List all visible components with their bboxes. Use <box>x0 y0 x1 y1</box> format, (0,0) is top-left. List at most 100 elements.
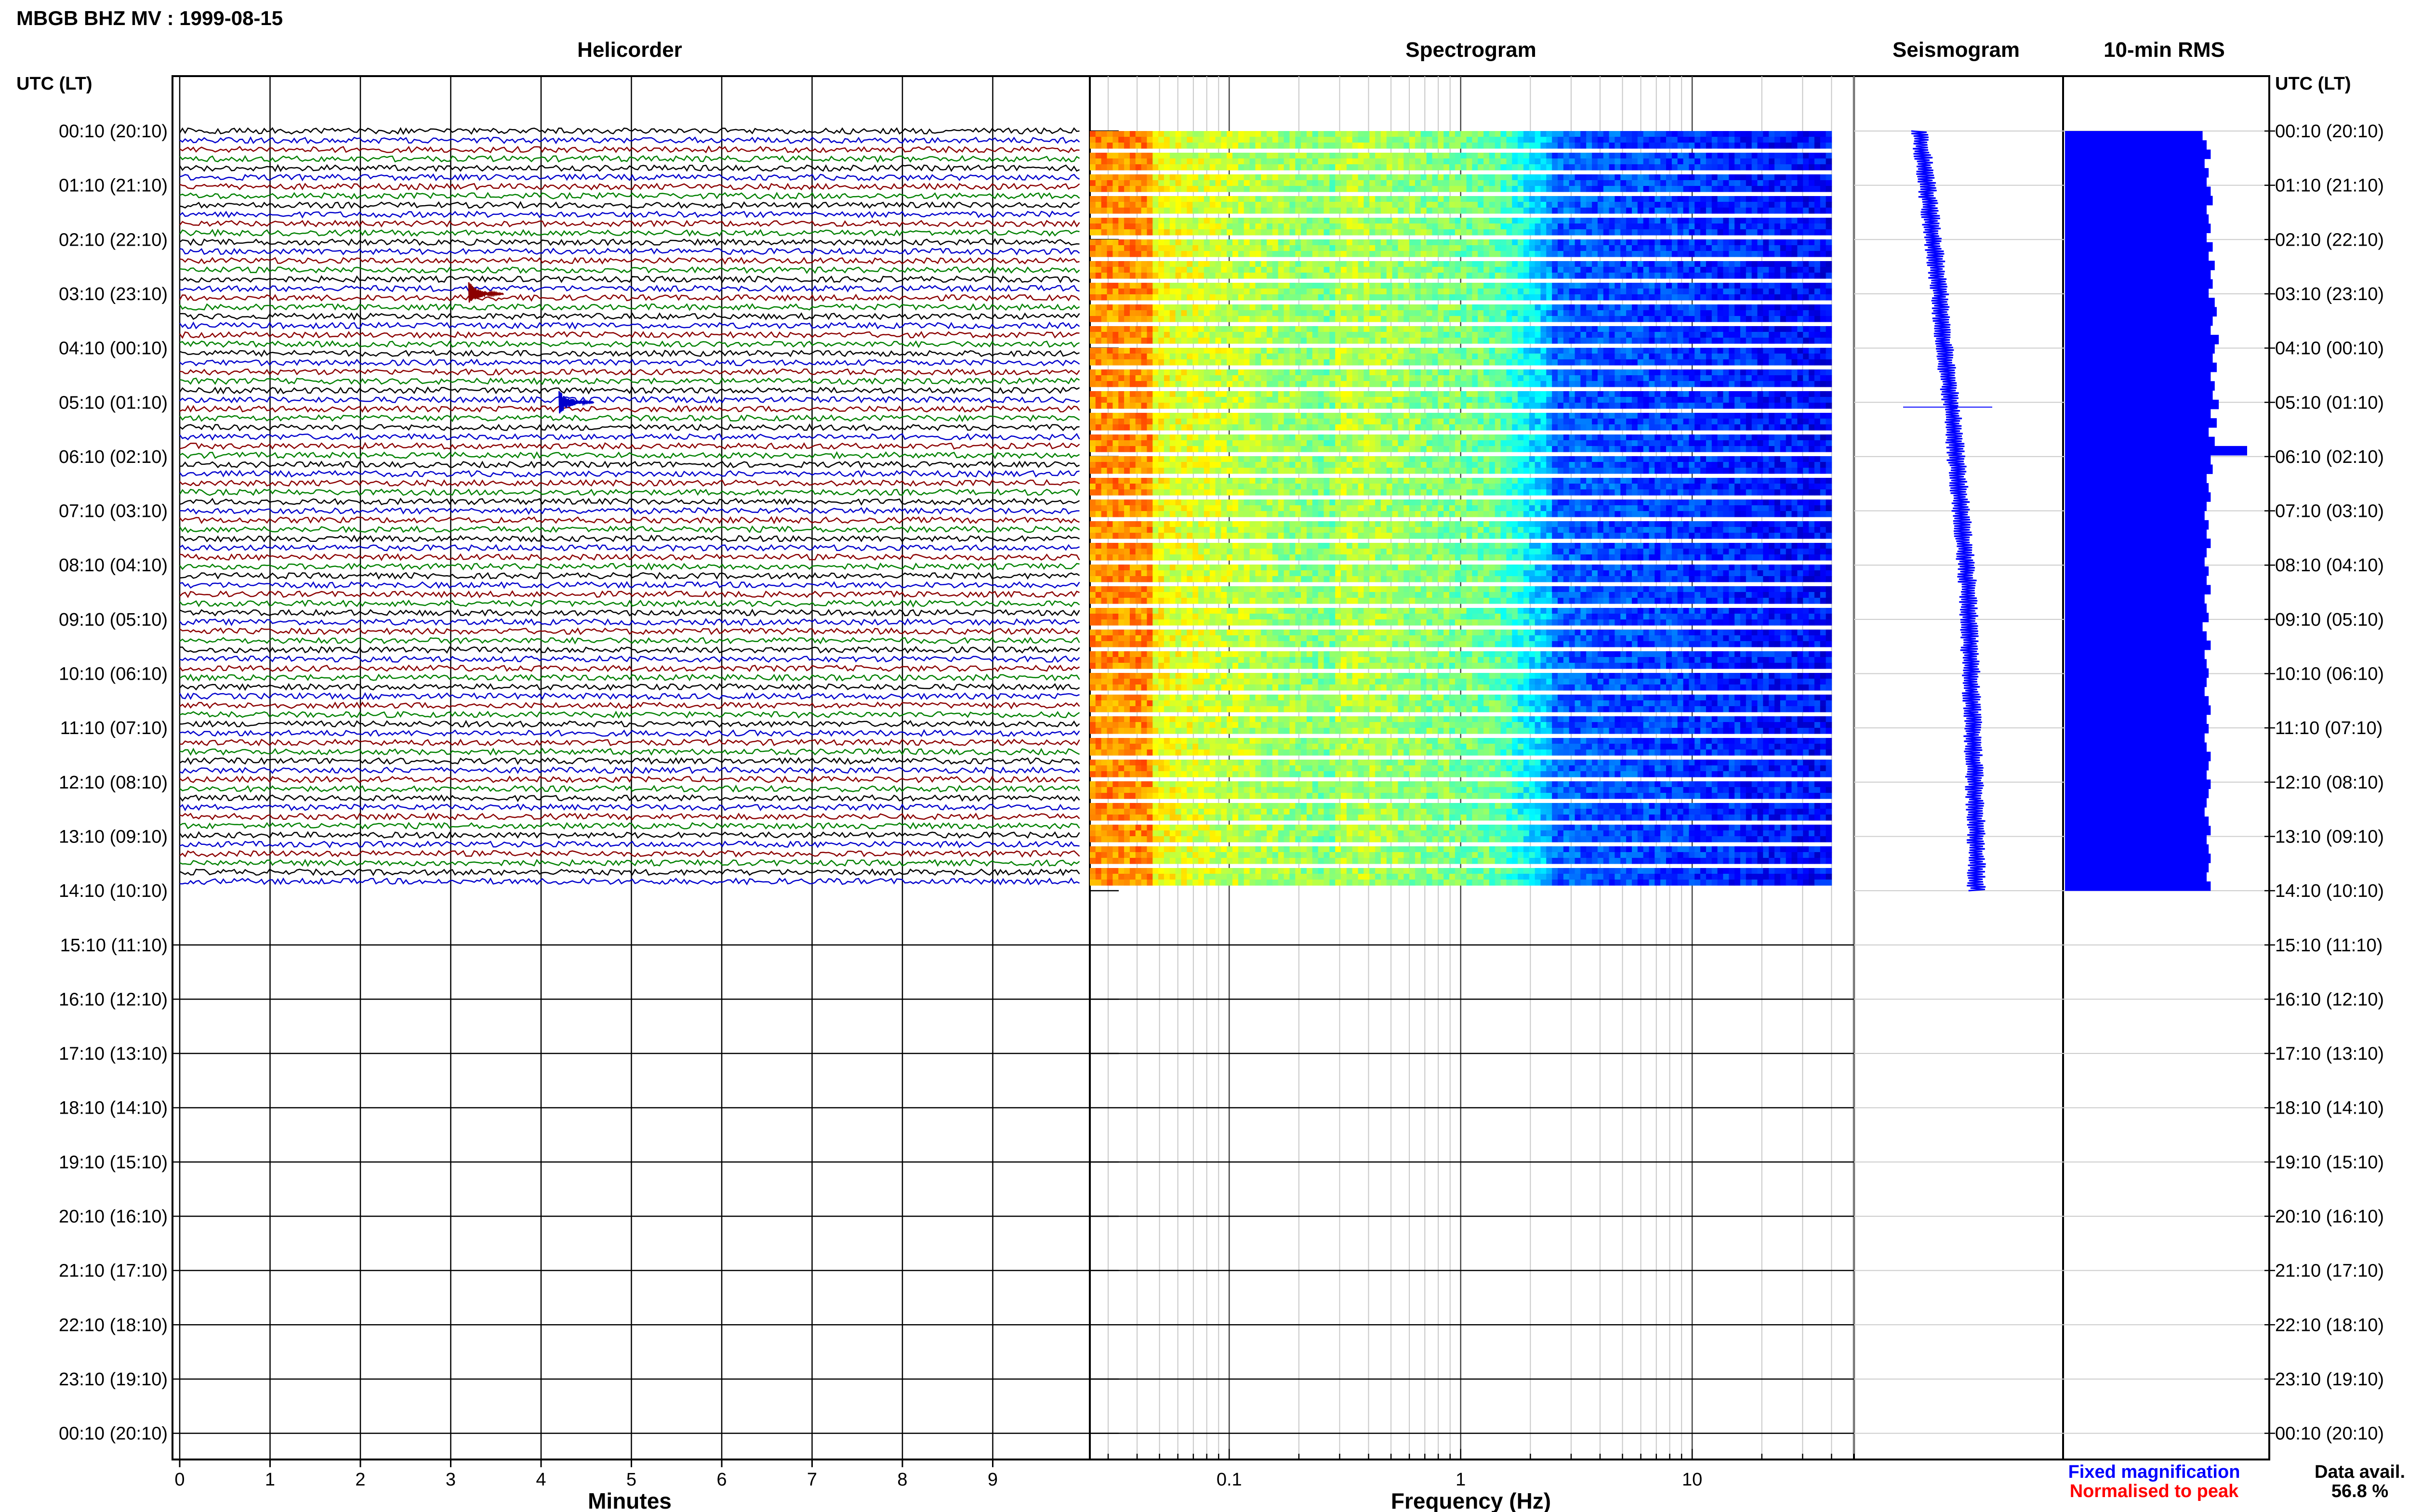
helicorder-trace <box>179 692 1080 700</box>
helicorder-trace <box>179 636 1080 645</box>
left-time-labels: 00:10 (20:10) 01:10 (21:10) 02:10 (22:10) 0… <box>59 121 168 1444</box>
time-label-right: 10:10 (06:10) <box>2275 664 2384 684</box>
helicorder-trace <box>179 358 1080 367</box>
helicorder-trace <box>179 599 1080 608</box>
time-label-right: 05:10 (01:10) <box>2275 393 2384 413</box>
helicorder-trace <box>179 683 1080 691</box>
time-label-right: 14:10 (10:10) <box>2275 881 2384 901</box>
helicorder-tick-label: 5 <box>626 1470 636 1490</box>
left-axis-header: UTC (LT) <box>16 74 93 94</box>
rms-bar <box>2065 798 2207 808</box>
rms-bar <box>2065 177 2207 187</box>
helicorder-trace <box>179 572 1080 580</box>
helicorder-trace <box>179 414 1080 422</box>
helicorder-trace <box>179 395 1080 404</box>
time-label-right: 13:10 (09:10) <box>2275 827 2384 847</box>
helicorder-trace <box>179 701 1080 710</box>
rms-bar <box>2065 316 2213 326</box>
helicorder-trace <box>179 275 1080 284</box>
rms-bar <box>2065 761 2209 771</box>
helicorder-trace <box>179 386 1080 395</box>
time-label-left: 05:10 (01:10) <box>59 393 168 413</box>
time-label-right: 04:10 (00:10) <box>2275 339 2384 359</box>
helicorder-trace <box>179 183 1080 191</box>
rms-bar <box>2065 622 2203 631</box>
rms-bar <box>2065 576 2207 585</box>
rms-bar <box>2065 705 2211 715</box>
helicorder-tick-label: 7 <box>807 1470 817 1490</box>
rms-bar <box>2065 557 2205 567</box>
rms-frame <box>2062 75 2270 1460</box>
helicorder-trace <box>179 534 1080 543</box>
helicorder-tick-label: 9 <box>988 1470 998 1490</box>
helicorder-trace <box>179 164 1080 172</box>
time-label-right: 03:10 (23:10) <box>2275 284 2384 304</box>
helicorder-trace <box>179 201 1080 209</box>
seismogram-title: Seismogram <box>1893 38 2020 62</box>
helicorder-x-ticks: 0 1 2 3 4 5 6 7 8 9 <box>174 1459 998 1490</box>
helicorder-trace <box>179 738 1080 747</box>
rms-bar <box>2065 816 2209 826</box>
helicorder-tick-label: 8 <box>897 1470 907 1490</box>
legend-normalised-to-peak: Normalised to peak <box>2070 1481 2239 1501</box>
rms-bar <box>2065 298 2215 307</box>
spectrogram-tick-label: 1 <box>1456 1470 1466 1490</box>
time-label-left: 21:10 (17:10) <box>59 1261 168 1281</box>
rms-bar <box>2065 854 2211 863</box>
time-label-left: 13:10 (09:10) <box>59 827 168 847</box>
right-time-labels: 00:10 (20:10) 01:10 (21:10) 02:10 (22:10) 0… <box>2275 121 2384 1444</box>
rms-bar <box>2065 464 2213 474</box>
spectrogram-tick-label: 0.1 <box>1217 1470 1242 1490</box>
spectrogram-tick-label: 10 <box>1682 1470 1702 1490</box>
rms-bars <box>2065 131 2247 891</box>
time-label-left: 09:10 (05:10) <box>59 610 168 630</box>
rms-bar <box>2065 659 2207 669</box>
rms-bar <box>2065 668 2209 678</box>
rms-bar <box>2065 751 2211 762</box>
helicorder-trace <box>179 284 1080 293</box>
rms-bar <box>2065 714 2207 724</box>
helicorder-event <box>558 391 595 414</box>
rms-bar <box>2065 677 2207 687</box>
rms-bar <box>2065 279 2213 289</box>
rms-bar <box>2065 224 2211 233</box>
helicorder-trace <box>179 812 1080 821</box>
helicorder-trace <box>179 627 1080 635</box>
rms-bar <box>2065 409 2211 419</box>
rms-bar <box>2065 186 2211 197</box>
seismogram-trace <box>1903 130 1992 892</box>
time-label-right: 00:10 (20:10) <box>2275 1424 2384 1444</box>
time-label-left: 12:10 (08:10) <box>59 773 168 793</box>
helicorder-trace <box>179 433 1080 441</box>
spectrogram-title: Spectrogram <box>1405 38 1536 62</box>
time-label-left: 03:10 (23:10) <box>59 284 168 304</box>
helicorder-trace <box>179 858 1080 868</box>
rms-bar <box>2065 233 2207 243</box>
rms-bar <box>2065 131 2203 141</box>
helicorder-trace <box>179 238 1080 246</box>
helicorder-trace <box>179 766 1080 775</box>
rms-bar <box>2065 594 2205 604</box>
helicorder-trace <box>179 757 1080 765</box>
helicorder-trace <box>179 321 1080 330</box>
rms-bar <box>2065 844 2209 854</box>
time-label-right: 21:10 (17:10) <box>2275 1261 2384 1281</box>
rms-bar <box>2065 427 2209 437</box>
helicorder-trace <box>179 210 1080 219</box>
rms-bar <box>2065 585 2211 595</box>
helicorder-trace <box>179 877 1080 886</box>
helicorder-tick-label: 3 <box>446 1470 456 1490</box>
time-label-left: 14:10 (10:10) <box>59 881 168 901</box>
rms-bar <box>2065 168 2209 178</box>
helicorder-trace <box>179 803 1080 812</box>
time-label-right: 15:10 (11:10) <box>2275 935 2383 956</box>
helicorder-trace <box>179 220 1080 228</box>
helicorder-trace <box>179 479 1080 487</box>
time-label-right: 02:10 (22:10) <box>2275 230 2384 250</box>
helicorder-trace <box>179 822 1080 830</box>
helicorder-trace <box>179 748 1080 756</box>
rms-bar <box>2065 603 2207 613</box>
rms-bar <box>2065 483 2209 493</box>
rms-bar <box>2065 307 2217 317</box>
